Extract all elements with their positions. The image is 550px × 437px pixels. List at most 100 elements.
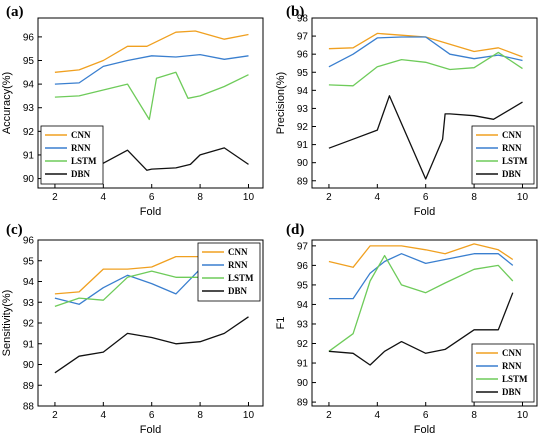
panel-3-series-dbn-line [54, 316, 249, 374]
panel-3-y-tick-label: 91 [23, 339, 35, 350]
panel-3-y-tick-label: 89 [23, 381, 35, 392]
panel-1-series-cnn-line [54, 30, 249, 73]
panel-1-x-tick-label: 8 [197, 192, 203, 203]
panel-3-y-tick-label: 95 [23, 256, 35, 267]
panel-2-series-rnn-line [328, 36, 523, 68]
panel-3-y-tick-label: 90 [23, 360, 35, 371]
panel-2-y-tick-label: 89 [297, 176, 309, 187]
panel-4-y-tick-label: 91 [297, 359, 309, 370]
panel-1-y-tick-label: 95 [23, 56, 35, 67]
panel-1-legend-label-rnn: RNN [71, 143, 91, 153]
panel-2: (b) 2 4 6 8 10 89 90 91 92 93 94 95 96 97 98 Fold Precisi… [275, 4, 538, 218]
panel-1-x-tick-label: 10 [243, 192, 255, 203]
panel-4-label: (d) [286, 222, 304, 238]
panel-2-legend: CNN RNN LSTM DBN [471, 125, 535, 185]
panel-2-x-tick-label: 6 [423, 192, 429, 203]
panel-3-y-tick-label: 88 [23, 402, 35, 413]
panel-3-y-tick-label: 96 [23, 236, 35, 247]
panel-4-series-lstm-line [328, 254, 514, 352]
panel-2-legend-label-rnn: RNN [502, 143, 522, 153]
panel-3-y-axis-title: Sensitivity(%) [1, 290, 13, 357]
panel-1-y-tick-label: 94 [23, 80, 35, 91]
panel-3-x-tick-label: 8 [197, 410, 203, 421]
panel-4-x-tick-label: 10 [517, 410, 529, 421]
panel-4-legend: CNN RNN LSTM DBN [471, 343, 535, 403]
panel-3-x-tick-label: 4 [101, 410, 107, 421]
panel-1-series-lstm-line [54, 71, 249, 121]
panel-2-y-tick-label: 98 [297, 14, 309, 25]
panel-4-legend-label-rnn: RNN [502, 361, 522, 371]
panel-2-y-tick-label: 92 [297, 122, 309, 133]
panel-3-legend-label-dbn: DBN [228, 286, 248, 296]
panel-1-y-tick-label: 92 [23, 127, 35, 138]
panel-4-y-tick-label: 94 [297, 300, 309, 311]
panel-4-series-cnn-line [328, 243, 514, 268]
panel-4-legend-label-dbn: DBN [502, 387, 522, 397]
panel-2-y-tick-label: 90 [297, 158, 309, 169]
panel-2-y-tick-label: 97 [297, 32, 309, 43]
panel-4-series-dbn-line [328, 292, 514, 366]
panel-2-legend-label-cnn: CNN [502, 130, 522, 140]
panel-3-y-tick-label: 94 [23, 277, 35, 288]
panel-1-y-tick-label: 91 [23, 150, 35, 161]
panel-4-y-axis-title: F1 [275, 317, 287, 330]
panel-4-legend-label-cnn: CNN [502, 348, 522, 358]
panel-2-label: (b) [286, 4, 304, 20]
panel-4-series-rnn-line [328, 253, 514, 300]
panel-4-y-tick-label: 97 [297, 241, 309, 252]
panel-3-y-tick-label: 93 [23, 298, 35, 309]
panel-4-y-tick-label: 93 [297, 319, 309, 330]
panel-1-legend-label-cnn: CNN [71, 130, 91, 140]
panel-1-legend-label-dbn: DBN [71, 169, 91, 179]
panel-4-plot-frame [311, 239, 538, 407]
panel-4-y-tick-label: 96 [297, 261, 309, 272]
panel-4-legend-label-lstm: LSTM [502, 374, 528, 384]
panel-1-x-tick-label: 6 [149, 192, 155, 203]
panel-2-y-tick-label: 96 [297, 50, 309, 61]
panel-2-series-dbn-line [328, 95, 523, 180]
panel-1-x-axis-title: Fold [140, 206, 161, 218]
panel-4: (d) 2 4 6 8 10 89 90 91 92 93 94 95 96 97 Fold F1 CNN RNN L… [275, 222, 538, 436]
panel-2-y-tick-label: 95 [297, 68, 309, 79]
panel-4-y-tick-label: 95 [297, 280, 309, 291]
panel-4-y-tick-label: 92 [297, 339, 309, 350]
panel-2-plot-frame [311, 17, 538, 189]
panel-4-y-tick-label: 89 [297, 398, 309, 409]
panel-4-x-tick-label: 8 [471, 410, 477, 421]
panel-2-legend-label-lstm: LSTM [502, 156, 528, 166]
panel-1-x-tick-label: 2 [52, 192, 58, 203]
panel-1-x-tick-label: 4 [101, 192, 107, 203]
panel-2-legend-label-dbn: DBN [502, 169, 522, 179]
panel-3-x-tick-label: 6 [149, 410, 155, 421]
panel-3-legend: CNN RNN LSTM DBN [197, 242, 261, 302]
panel-1-y-tick-label: 96 [23, 32, 35, 43]
panel-2-x-tick-label: 2 [326, 192, 332, 203]
panel-2-y-tick-label: 91 [297, 140, 309, 151]
panel-1-label: (a) [6, 4, 24, 20]
panel-3-legend-label-cnn: CNN [228, 247, 248, 257]
panel-4-x-tick-label: 4 [375, 410, 381, 421]
panel-3-x-axis-title: Fold [140, 424, 161, 436]
panel-1-y-axis-title: Accuracy(%) [1, 72, 13, 134]
panel-2-x-tick-label: 8 [471, 192, 477, 203]
panel-3-x-tick-label: 10 [243, 410, 255, 421]
panel-3-label: (c) [6, 222, 23, 238]
panel-1-plot-frame [37, 17, 264, 189]
panel-1-legend: CNN RNN LSTM DBN [40, 125, 104, 185]
panel-3-legend-label-rnn: RNN [228, 260, 248, 270]
panel-1-y-tick-label: 90 [23, 174, 35, 185]
panel-2-series-lstm-line [328, 51, 523, 87]
panel-3: (c) 2 4 6 8 10 88 89 90 91 92 93 94 95 96 Fold Sensitivi… [1, 222, 264, 436]
panel-1: (a) 2 4 6 8 10 90 91 92 93 94 95 96 Fold Accuracy(%) CN… [1, 4, 264, 218]
panel-2-y-axis-title: Precision(%) [275, 72, 287, 134]
panel-3-legend-label-lstm: LSTM [228, 273, 254, 283]
panel-2-y-tick-label: 93 [297, 104, 309, 115]
panel-2-x-tick-label: 4 [375, 192, 381, 203]
panel-3-x-tick-label: 2 [52, 410, 58, 421]
panel-1-y-tick-label: 93 [23, 103, 35, 114]
panel-4-y-tick-label: 90 [297, 378, 309, 389]
panel-3-y-tick-label: 92 [23, 319, 35, 330]
panel-2-y-tick-label: 94 [297, 86, 309, 97]
panel-4-x-tick-label: 2 [326, 410, 332, 421]
